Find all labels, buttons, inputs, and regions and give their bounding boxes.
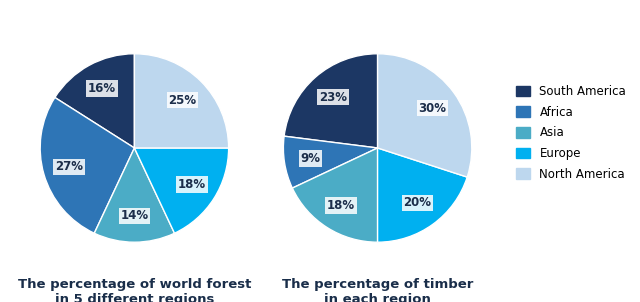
Text: 14%: 14% bbox=[120, 209, 148, 222]
Title: The percentage of timber
in each region: The percentage of timber in each region bbox=[282, 278, 474, 302]
Text: 27%: 27% bbox=[55, 160, 83, 173]
Wedge shape bbox=[284, 136, 378, 188]
Text: 18%: 18% bbox=[327, 199, 355, 212]
Text: 20%: 20% bbox=[403, 196, 431, 209]
Wedge shape bbox=[94, 148, 175, 242]
Wedge shape bbox=[378, 148, 467, 242]
Wedge shape bbox=[134, 148, 228, 233]
Wedge shape bbox=[40, 98, 134, 233]
Wedge shape bbox=[55, 54, 134, 148]
Text: 30%: 30% bbox=[419, 101, 447, 114]
Text: 16%: 16% bbox=[88, 82, 116, 95]
Legend: South America, Africa, Asia, Europe, North America: South America, Africa, Asia, Europe, Nor… bbox=[511, 80, 631, 185]
Wedge shape bbox=[378, 54, 472, 177]
Title: The percentage of world forest
in 5 different regions: The percentage of world forest in 5 diff… bbox=[18, 278, 251, 302]
Text: 9%: 9% bbox=[301, 152, 321, 165]
Text: 25%: 25% bbox=[168, 94, 196, 107]
Text: 18%: 18% bbox=[178, 178, 205, 191]
Wedge shape bbox=[284, 54, 378, 148]
Wedge shape bbox=[292, 148, 378, 242]
Text: 23%: 23% bbox=[319, 91, 347, 104]
Wedge shape bbox=[134, 54, 228, 148]
